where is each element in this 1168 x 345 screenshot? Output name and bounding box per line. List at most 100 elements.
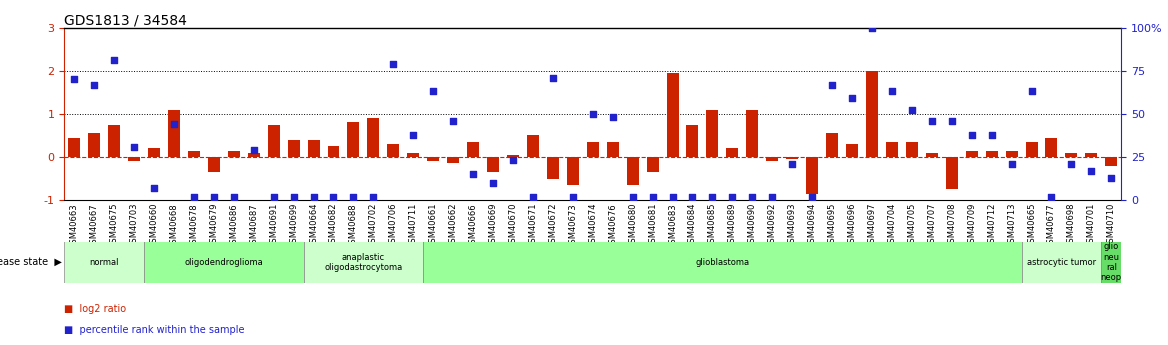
- Point: [523, 194, 542, 199]
- Bar: [946, 157, 958, 189]
- Point: [325, 194, 343, 199]
- Bar: [586, 142, 599, 157]
- Point: [903, 108, 922, 113]
- Point: [364, 194, 383, 199]
- Point: [404, 132, 423, 137]
- Point: [543, 75, 562, 80]
- Bar: [687, 125, 698, 157]
- Bar: [68, 138, 81, 157]
- Point: [345, 194, 363, 199]
- Bar: [1045, 138, 1057, 157]
- Point: [125, 144, 144, 149]
- FancyBboxPatch shape: [64, 241, 144, 283]
- Point: [444, 118, 463, 124]
- Bar: [926, 152, 938, 157]
- Bar: [667, 73, 679, 157]
- Bar: [826, 133, 839, 157]
- Bar: [248, 152, 259, 157]
- Point: [224, 194, 243, 199]
- Point: [384, 61, 403, 67]
- Bar: [865, 71, 878, 157]
- Bar: [88, 133, 100, 157]
- Text: oligodendroglioma: oligodendroglioma: [185, 258, 263, 267]
- Bar: [846, 144, 858, 157]
- FancyBboxPatch shape: [1022, 241, 1101, 283]
- Bar: [128, 157, 140, 161]
- Point: [1022, 89, 1041, 94]
- Point: [464, 171, 482, 177]
- Point: [982, 132, 1001, 137]
- FancyBboxPatch shape: [144, 241, 304, 283]
- Bar: [188, 150, 200, 157]
- Point: [85, 82, 104, 87]
- Point: [264, 194, 283, 199]
- Bar: [1026, 142, 1037, 157]
- Bar: [307, 140, 320, 157]
- Point: [284, 194, 303, 199]
- FancyBboxPatch shape: [304, 241, 423, 283]
- Point: [185, 194, 203, 199]
- Point: [484, 180, 502, 186]
- Bar: [327, 146, 340, 157]
- Bar: [347, 122, 360, 157]
- Bar: [447, 157, 459, 164]
- Point: [583, 111, 602, 117]
- Point: [842, 96, 861, 101]
- Bar: [168, 110, 180, 157]
- Text: disease state  ▶: disease state ▶: [0, 257, 62, 267]
- Bar: [1065, 152, 1077, 157]
- Bar: [388, 144, 399, 157]
- Bar: [746, 110, 758, 157]
- Bar: [786, 157, 798, 159]
- Point: [624, 194, 642, 199]
- Point: [703, 194, 722, 199]
- Point: [663, 194, 682, 199]
- Bar: [606, 142, 619, 157]
- Point: [204, 194, 223, 199]
- Text: anaplastic
oligodastrocytoma: anaplastic oligodastrocytoma: [325, 253, 403, 272]
- Point: [604, 115, 623, 120]
- Point: [563, 194, 582, 199]
- Bar: [507, 155, 519, 157]
- Point: [863, 25, 882, 30]
- Bar: [527, 135, 538, 157]
- Bar: [887, 142, 898, 157]
- Bar: [726, 148, 738, 157]
- Point: [783, 161, 801, 167]
- Text: glio
neu
ral
neop: glio neu ral neop: [1100, 242, 1122, 282]
- Point: [65, 77, 84, 82]
- Bar: [1085, 152, 1098, 157]
- Point: [923, 118, 941, 124]
- Bar: [986, 150, 997, 157]
- Bar: [487, 157, 499, 172]
- Bar: [766, 157, 778, 161]
- Bar: [148, 148, 160, 157]
- Point: [1002, 161, 1021, 167]
- Text: glioblastoma: glioblastoma: [695, 258, 750, 267]
- Bar: [368, 118, 380, 157]
- Point: [503, 158, 522, 163]
- Point: [105, 58, 124, 63]
- Point: [802, 194, 821, 199]
- Point: [644, 194, 662, 199]
- Bar: [228, 150, 239, 157]
- Text: ■  log2 ratio: ■ log2 ratio: [64, 304, 126, 314]
- Bar: [267, 125, 279, 157]
- Point: [1042, 194, 1061, 199]
- Bar: [707, 110, 718, 157]
- Point: [763, 194, 781, 199]
- Point: [962, 132, 981, 137]
- Point: [1062, 161, 1080, 167]
- Point: [165, 121, 183, 127]
- Bar: [408, 152, 419, 157]
- Bar: [427, 157, 439, 161]
- Bar: [906, 142, 918, 157]
- Bar: [1105, 157, 1118, 166]
- Bar: [208, 157, 220, 172]
- Text: ■  percentile rank within the sample: ■ percentile rank within the sample: [64, 325, 245, 335]
- Text: GDS1813 / 34584: GDS1813 / 34584: [64, 14, 187, 28]
- Point: [883, 89, 902, 94]
- Bar: [467, 142, 479, 157]
- Bar: [1006, 150, 1017, 157]
- Text: normal: normal: [90, 258, 119, 267]
